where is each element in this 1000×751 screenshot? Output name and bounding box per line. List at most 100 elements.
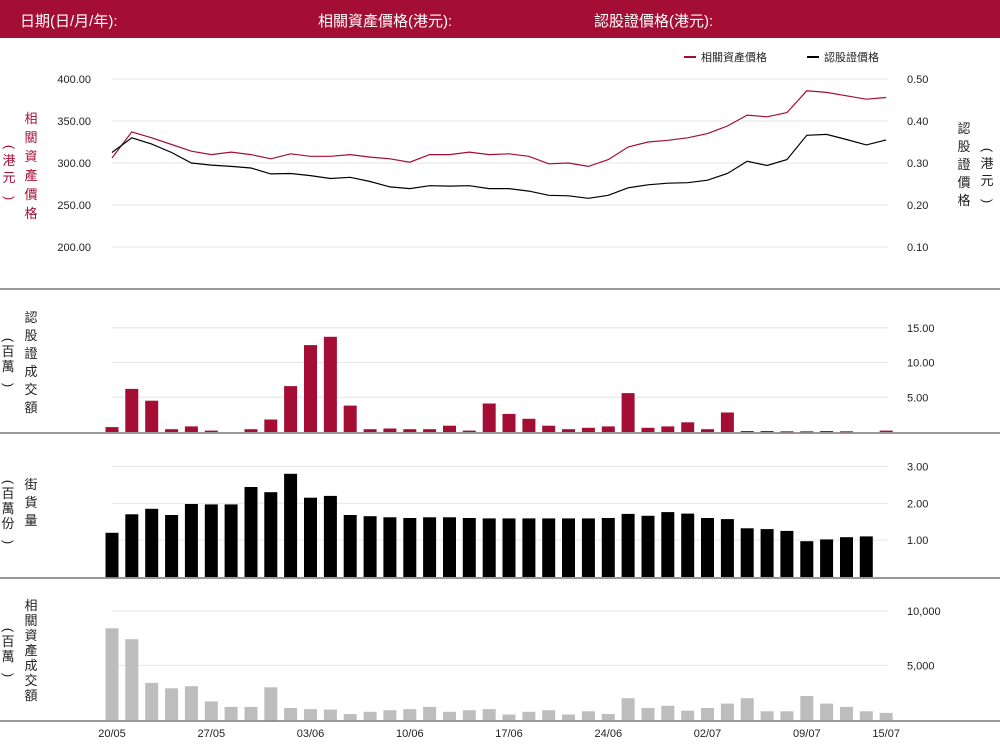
outstanding-bar	[661, 512, 675, 577]
outstanding-bar	[522, 518, 536, 577]
asset-turnover-bar	[681, 710, 695, 720]
warrant-turnover-bar	[204, 430, 218, 432]
asset-price-line	[111, 90, 887, 168]
outstanding-bar	[760, 529, 774, 577]
asset-turnover-unit-char: 百	[1, 634, 14, 649]
asset-turnover-title-char: 額	[24, 688, 37, 703]
right-axis-unit-char: )	[980, 199, 995, 203]
asset-turnover-bar	[601, 714, 615, 720]
right-tick-label: 0.10	[907, 242, 928, 254]
left-axis-title-char: 產	[24, 168, 37, 183]
asset-price-label: 相關資產價格(港元):	[318, 13, 453, 30]
warrant-turnover-bar	[264, 419, 278, 432]
header-bar: 日期(日/月/年): 相關資產價格(港元): 認股證價格(港元):	[0, 0, 1000, 38]
warrant-turnover-bar	[244, 429, 258, 432]
asset-turnover-bar	[323, 709, 337, 720]
warrant-price-line	[111, 133, 887, 199]
asset-turnover-bar	[204, 701, 218, 720]
outstanding-bar	[403, 518, 417, 577]
outstanding-bar	[363, 516, 377, 577]
outstanding-panel: 3.00 2.00 1.00	[105, 461, 928, 578]
legend-warrant-label: 認股證價格	[824, 50, 879, 64]
asset-turnover-bar	[740, 698, 754, 720]
warrant-turnover-title-char: 認	[24, 310, 37, 325]
right-tick-label: 0.30	[907, 158, 928, 170]
warrant-turnover-unit-char: )	[1, 383, 16, 387]
asset-turnover-bar	[641, 708, 655, 720]
warrant-turnover-bar	[879, 430, 893, 432]
outstanding-unit-char: )	[1, 540, 16, 544]
outstanding-unit-char: (	[1, 480, 16, 485]
right-axis-unit: (港元)	[980, 148, 995, 203]
left-tick-label: 350.00	[57, 116, 91, 128]
asset-turnover-bar	[125, 639, 139, 720]
asset-turnover-bar	[840, 706, 853, 720]
outstanding-bar	[323, 495, 337, 577]
outstanding-tick-label: 3.00	[907, 461, 928, 473]
warrant-turnover-title-char: 交	[24, 382, 37, 397]
asset-turnover-bar	[423, 706, 437, 720]
asset-turnover-bar	[165, 688, 179, 720]
warrant-turnover-tick-label: 10.00	[907, 358, 935, 370]
outstanding-bar	[621, 513, 635, 577]
right-tick-label: 0.40	[907, 116, 928, 128]
warrant-turnover-bar	[125, 388, 139, 432]
warrant-turnover-title-char: 股	[24, 328, 37, 343]
left-axis-title-char: 價	[24, 187, 37, 202]
price-panel: 400.00 350.00 300.00 250.00 200.00 0.50 0.40 0.…	[57, 74, 928, 254]
warrant-turnover-bar	[323, 336, 337, 432]
asset-turnover-bar	[383, 710, 397, 720]
warrant-turnover-bar	[284, 386, 298, 432]
warrant-turnover-bar	[105, 427, 119, 432]
outstanding-unit-char: 份	[1, 516, 14, 531]
right-axis-title-char: 價	[957, 175, 970, 190]
outstanding-bar	[423, 517, 437, 577]
right-axis-title-char: 格	[957, 193, 970, 208]
asset-turnover-bar	[800, 696, 814, 720]
left-axis-unit-char: (	[2, 145, 17, 150]
x-tick-label: 24/06	[595, 728, 623, 740]
outstanding-bar	[581, 518, 595, 577]
asset-turnover-bar	[184, 686, 198, 720]
warrant-turnover-tick-label: 5.00	[907, 392, 928, 404]
warrant-turnover-bar	[145, 400, 159, 432]
warrant-turnover-unit-char: 百	[1, 344, 14, 359]
outstanding-unit-char: 百	[1, 486, 14, 501]
asset-turnover-bar	[304, 709, 317, 720]
warrant-turnover-bar	[423, 429, 437, 432]
warrant-turnover-panel: 15.00 10.00 5.00	[105, 323, 935, 433]
warrant-turnover-bar	[581, 427, 595, 432]
asset-turnover-bar	[820, 703, 834, 720]
warrant-turnover-bar	[304, 345, 317, 432]
left-axis-unit-char: 港	[2, 153, 15, 168]
asset-turnover-bar	[780, 711, 794, 720]
asset-turnover-unit-char: )	[1, 673, 16, 677]
left-axis-title-char: 格	[24, 206, 37, 221]
outstanding-bar	[780, 530, 794, 577]
asset-turnover-bar	[462, 710, 476, 720]
warrant-turnover-bar	[661, 426, 675, 432]
left-axis-title-char: 關	[24, 130, 37, 145]
outstanding-unit: (百萬份)	[1, 480, 16, 544]
asset-turnover-unit-char: 萬	[1, 649, 14, 664]
warrant-turnover-bar	[601, 426, 615, 432]
asset-turnover-title-char: 關	[24, 613, 37, 628]
right-axis-title-char: 證	[957, 157, 970, 172]
warrant-turnover-bar	[641, 427, 655, 432]
x-tick-label: 27/05	[198, 728, 226, 740]
warrant-turnover-bar	[165, 429, 179, 432]
asset-turnover-title-char: 產	[24, 643, 37, 658]
asset-turnover-bar	[244, 706, 258, 720]
outstanding-bar	[740, 528, 754, 577]
outstanding-bar	[343, 515, 357, 577]
legend-asset-label: 相關資產價格	[701, 50, 767, 64]
asset-turnover-bar	[264, 687, 278, 721]
warrant-turnover-bar	[760, 431, 774, 432]
asset-turnover-tick-label: 5,000	[907, 660, 935, 672]
warrant-turnover-bar	[562, 429, 575, 432]
asset-turnover-bar	[701, 708, 714, 720]
warrant-turnover-bar	[681, 422, 695, 432]
asset-turnover-title-char: 相	[24, 598, 37, 613]
